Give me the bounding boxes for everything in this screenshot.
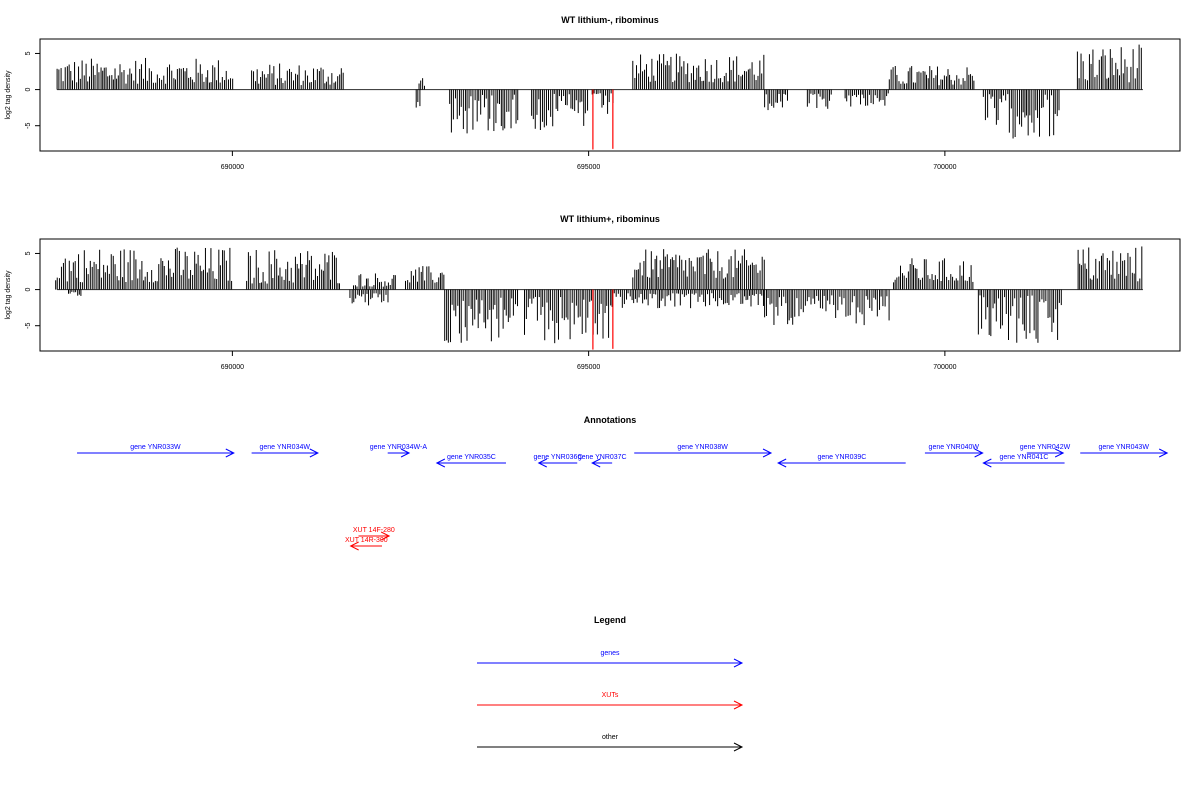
feature-xut-14r-300: XUT 14R-300 — [345, 537, 388, 551]
feature-gene-ynr037c: gene YNR037C — [578, 454, 627, 468]
density-bars — [55, 246, 1143, 350]
feature-label: gene YNR039C — [817, 454, 866, 461]
x-tick-label: 690000 — [221, 364, 244, 371]
legend-label: XUTs — [602, 692, 619, 699]
feature-gene-ynr038w: gene YNR038W — [634, 444, 773, 458]
x-tick-label: 690000 — [221, 164, 244, 171]
feature-gene-ynr034w-a: gene YNR034W-A — [370, 444, 428, 458]
y-tick-label: 0 — [25, 288, 32, 292]
feature-arrow-head — [974, 448, 984, 458]
legend-item-xuts: XUTs — [477, 692, 744, 710]
annotations-title: Annotations — [584, 415, 637, 425]
feature-gene-ynr036c: gene YNR036C — [534, 454, 583, 468]
y-tick-label: -5 — [25, 122, 32, 128]
feature-label: gene YNR033W — [130, 444, 181, 451]
feature-label: gene YNR038W — [677, 444, 728, 451]
panel-title: WT lithium+, ribominus — [560, 214, 660, 224]
y-tick-label: -5 — [25, 322, 32, 328]
track-panel-1: WT lithium-, ribominus -5 0 5 log2 tag densi… — [5, 15, 1181, 171]
feature-gene-ynr033w: gene YNR033W — [77, 444, 235, 458]
x-tick-label: 695000 — [577, 164, 600, 171]
legend-panel: Legend genes XUTs other — [477, 615, 744, 752]
feature-gene-ynr034w: gene YNR034W — [251, 444, 319, 458]
feature-arrow-head — [225, 448, 235, 458]
legend-arrow-head — [733, 742, 744, 752]
y-tick-label: 5 — [25, 251, 32, 255]
legend-arrow-head — [733, 658, 744, 668]
plot-frame — [39, 38, 1181, 152]
feature-gene-ynr043w: gene YNR043W — [1080, 444, 1169, 458]
feature-arrow-head — [400, 448, 411, 458]
feature-label: gene YNR040W — [929, 444, 980, 451]
y-axis: -5 0 5 log2 tag density — [5, 251, 40, 329]
feature-arrow-head — [982, 458, 992, 468]
feature-gene-ynr040w: gene YNR040W — [924, 444, 984, 458]
feature-gene-ynr041c: gene YNR041C — [982, 454, 1065, 468]
legend-arrow-head — [733, 700, 744, 710]
feature-arrow-head — [1054, 448, 1065, 458]
feature-arrow-head — [435, 458, 446, 468]
feature-label: gene YNR034W — [260, 444, 311, 451]
feature-arrow-head — [1158, 448, 1169, 458]
feature-label: XUT 14R-300 — [345, 537, 388, 544]
x-axis: 690000 695000 700000 — [221, 351, 957, 371]
feature-label: gene YNR036C — [534, 454, 583, 461]
legend-label: genes — [600, 650, 620, 657]
feature-label: gene YNR037C — [578, 454, 627, 461]
track-panel-2: WT lithium+, ribominus -5 0 5 log2 tag densi… — [5, 214, 1181, 371]
legend-title: Legend — [594, 615, 626, 625]
feature-arrow-head — [777, 458, 787, 468]
x-tick-label: 700000 — [933, 164, 956, 171]
legend-item-genes: genes — [477, 650, 744, 668]
feature-gene-ynr039c: gene YNR039C — [777, 454, 906, 468]
feature-arrow-head — [591, 458, 601, 468]
annotations-panel: Annotations gene YNR033W gene YNR034W gene … — [77, 415, 1169, 551]
plot-frame — [39, 238, 1181, 352]
feature-label: gene YNR041C — [1000, 454, 1049, 461]
feature-gene-ynr042w: gene YNR042W — [1020, 444, 1071, 458]
feature-label: gene YNR042W — [1020, 444, 1071, 451]
feature-label: XUT 14F-280 — [353, 527, 395, 534]
y-axis-label: log2 tag density — [5, 70, 12, 120]
x-tick-label: 700000 — [933, 364, 956, 371]
feature-label: gene YNR035C — [447, 454, 496, 461]
legend-label: other — [602, 734, 619, 741]
y-axis: -5 0 5 log2 tag density — [5, 51, 40, 129]
y-tick-label: 0 — [25, 88, 32, 92]
feature-label: gene YNR034W-A — [370, 444, 428, 451]
feature-gene-ynr035c: gene YNR035C — [435, 454, 506, 468]
feature-arrow-head — [380, 531, 391, 541]
feature-arrow-head — [537, 458, 547, 468]
feature-label: gene YNR043W — [1098, 444, 1149, 451]
x-axis: 690000 695000 700000 — [221, 151, 957, 171]
y-axis-label: log2 tag density — [5, 270, 12, 320]
feature-arrow-head — [349, 541, 359, 551]
feature-arrow-head — [309, 448, 319, 458]
panel-title: WT lithium-, ribominus — [561, 15, 659, 25]
feature-xut-14f-280: XUT 14F-280 — [353, 527, 395, 541]
x-tick-label: 695000 — [577, 364, 600, 371]
legend-item-other: other — [477, 734, 744, 752]
density-bars — [56, 44, 1142, 150]
y-tick-label: 5 — [25, 51, 32, 55]
feature-arrow-head — [762, 448, 773, 458]
